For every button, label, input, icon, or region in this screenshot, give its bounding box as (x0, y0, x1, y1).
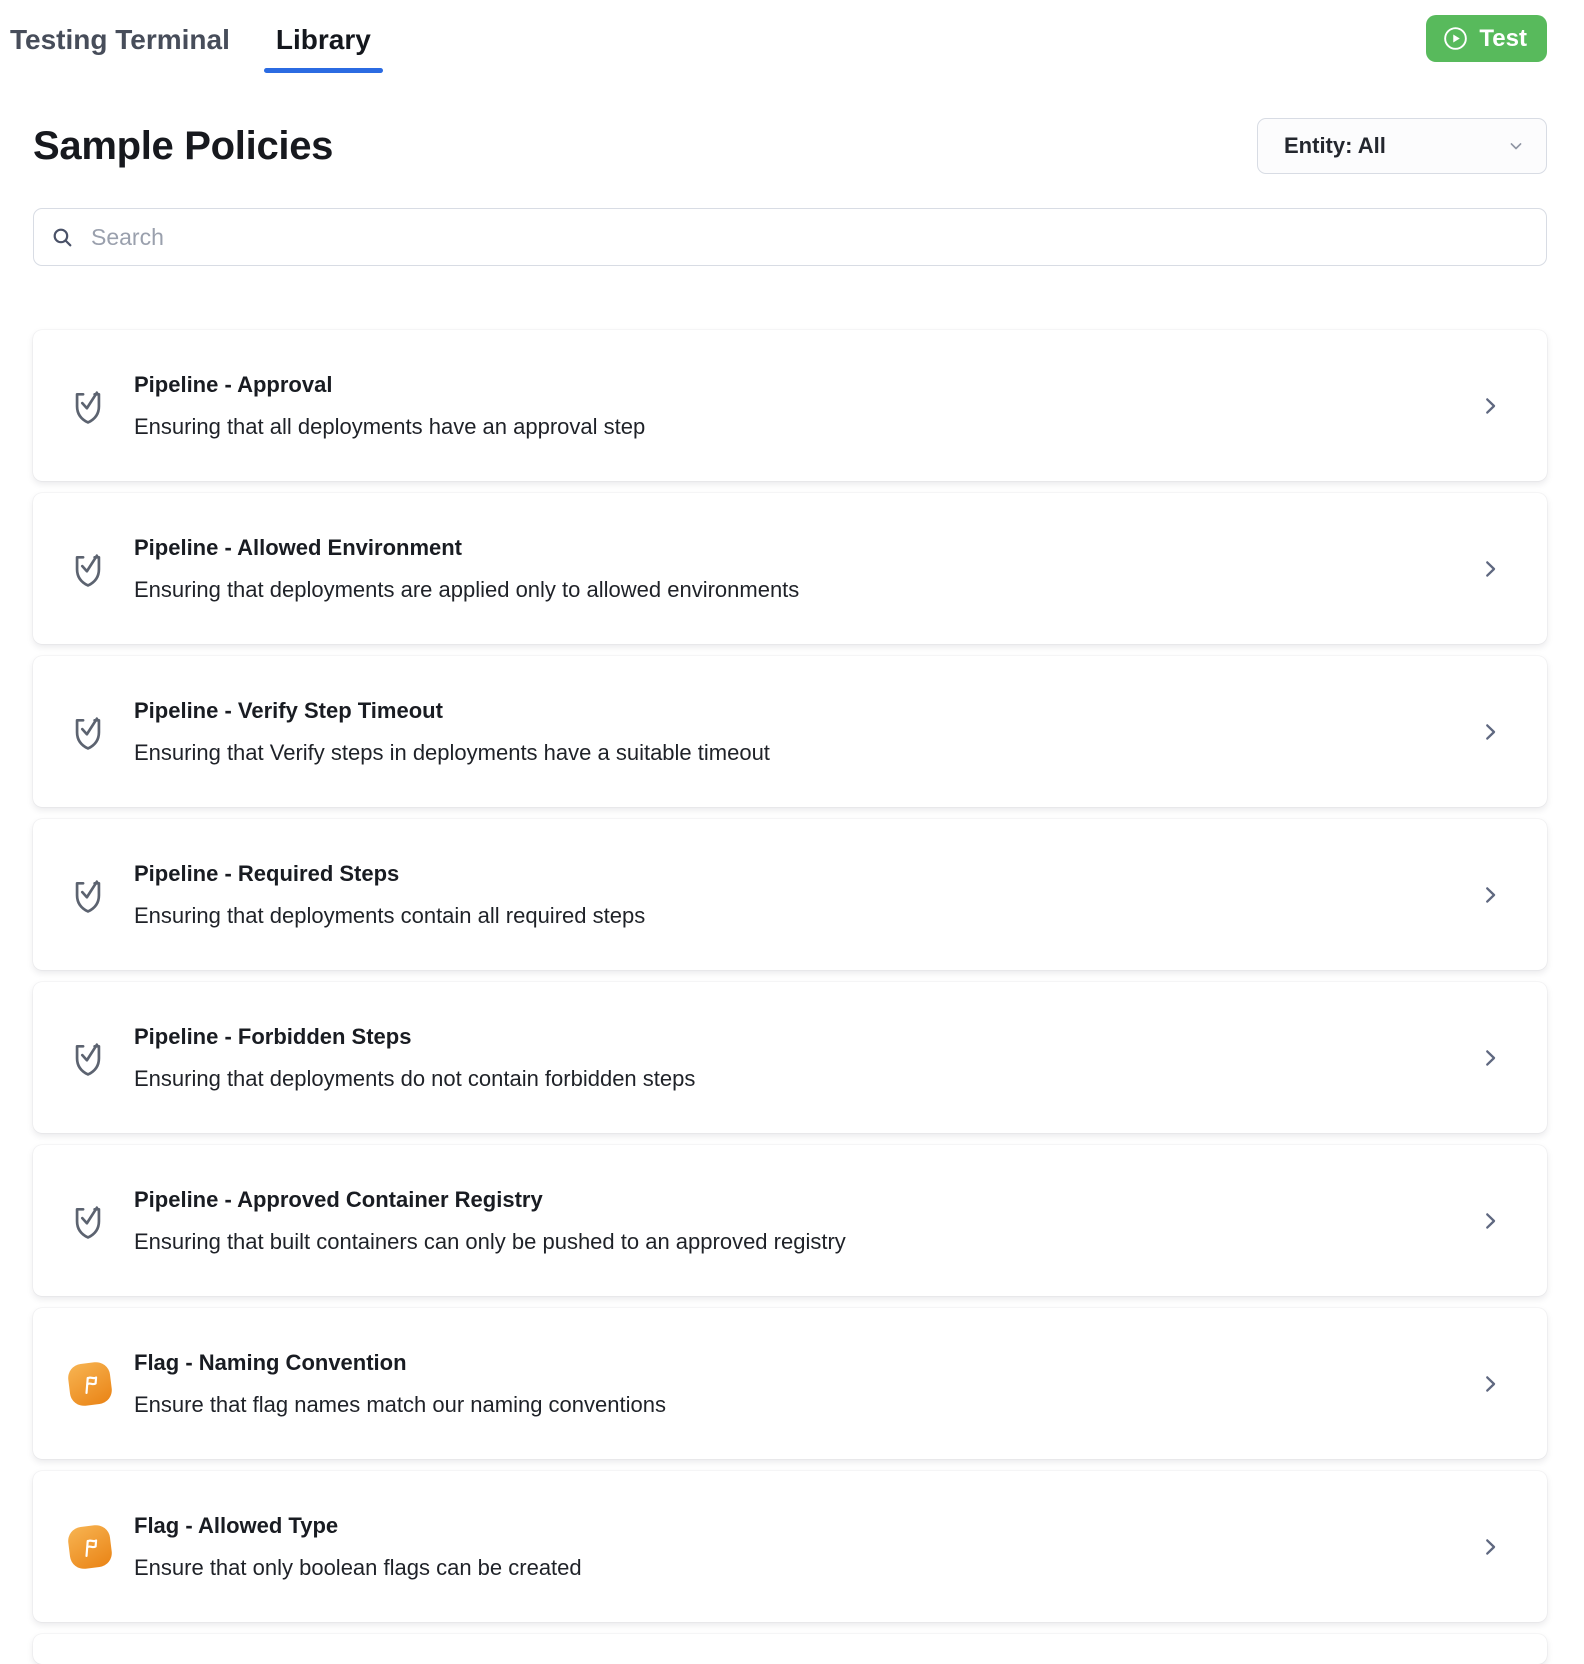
policy-title: Flag - Allowed Type (134, 1513, 339, 1538)
policy-title: Pipeline - Approval (134, 372, 333, 397)
policy-list: Pipeline - Approval Ensuring that all de… (33, 330, 1547, 1664)
policy-description: Ensuring that built containers can only … (134, 1229, 846, 1254)
shield-check-icon (69, 385, 107, 427)
tab-testing-terminal[interactable]: Testing Terminal (10, 24, 230, 55)
policy-icon-cell (66, 1523, 134, 1570)
policy-title: Pipeline - Verify Step Timeout (134, 698, 443, 723)
policy-text-block: Flag - Allowed Type Ensure that only boo… (134, 1511, 1459, 1582)
policy-description: Ensuring that deployments contain all re… (134, 903, 646, 928)
policy-text-block: Pipeline - Verify Step Timeout Ensuring … (134, 696, 1459, 767)
chevron-right-icon (1479, 1210, 1501, 1232)
page-title: Sample Policies (33, 123, 334, 168)
policy-icon-cell (69, 1200, 134, 1242)
chevron-right-icon (1479, 1536, 1501, 1558)
policy-description: Ensuring that all deployments have an ap… (134, 414, 646, 439)
policy-title: Pipeline - Required Steps (134, 861, 400, 886)
entity-filter-dropdown[interactable]: Entity: All (1257, 118, 1547, 174)
policy-text-block: Flag - Naming Convention Ensure that fla… (134, 1348, 1459, 1419)
policy-list-item[interactable]: Pipeline - Approved Container Registry E… (33, 1145, 1547, 1296)
chevron-right-icon (1479, 1373, 1501, 1395)
entity-filter-value: Entity: All (1284, 133, 1386, 158)
policy-text-block: Pipeline - Forbidden Steps Ensuring that… (134, 1022, 1459, 1093)
flag-icon (66, 1523, 114, 1570)
policy-icon-cell (66, 1360, 134, 1407)
policy-text-block: Pipeline - Approval Ensuring that all de… (134, 370, 1459, 441)
policy-list-item[interactable]: Pipeline - Approval Ensuring that all de… (33, 330, 1547, 481)
chevron-right-icon (1479, 1047, 1501, 1069)
policy-description: Ensure that flag names match our naming … (134, 1392, 666, 1417)
policy-list-item[interactable]: Flag - Allowed Type Ensure that only boo… (33, 1471, 1547, 1622)
policy-icon-cell (69, 385, 134, 427)
shield-check-icon (69, 711, 107, 753)
policy-list-item[interactable]: Pipeline - Forbidden Steps Ensuring that… (33, 982, 1547, 1133)
policy-icon-cell (69, 1037, 134, 1079)
shield-check-icon (69, 548, 107, 590)
policy-title: Pipeline - Approved Container Registry (134, 1187, 543, 1212)
policy-list-item[interactable]: Pipeline - Required Steps Ensuring that … (33, 819, 1547, 970)
search-input[interactable] (89, 222, 1530, 252)
chevron-right-icon (1479, 884, 1501, 906)
policy-title: Pipeline - Allowed Environment (134, 535, 463, 560)
policy-text-block: Pipeline - Approved Container Registry E… (134, 1185, 1459, 1256)
shield-check-icon (69, 874, 107, 916)
play-circle-icon (1442, 25, 1469, 52)
policy-list-item[interactable]: Pipeline - Verify Step Timeout Ensuring … (33, 656, 1547, 807)
policy-description: Ensure that only boolean flags can be cr… (134, 1555, 582, 1580)
test-button-label: Test (1479, 24, 1527, 52)
policy-icon-cell (69, 874, 134, 916)
policy-list-item-partial[interactable] (33, 1634, 1547, 1664)
flag-icon (66, 1360, 114, 1407)
policy-title: Pipeline - Forbidden Steps (134, 1024, 412, 1049)
search-bar (33, 208, 1547, 266)
policy-description: Ensuring that deployments are applied on… (134, 577, 800, 602)
policy-description: Ensuring that deployments do not contain… (134, 1066, 696, 1091)
tab-library[interactable]: Library (263, 24, 383, 73)
policy-description: Ensuring that Verify steps in deployment… (134, 740, 770, 765)
policy-icon-cell (69, 548, 134, 590)
policy-text-block: Pipeline - Allowed Environment Ensuring … (134, 533, 1459, 604)
chevron-down-icon (1506, 136, 1526, 156)
chevron-right-icon (1479, 558, 1501, 580)
chevron-right-icon (1479, 721, 1501, 743)
policy-title: Flag - Naming Convention (134, 1350, 407, 1375)
library-page: Sample Policies Entity: All (0, 118, 1584, 1664)
shield-check-icon (69, 1200, 107, 1242)
policy-list-item[interactable]: Flag - Naming Convention Ensure that fla… (33, 1308, 1547, 1459)
policy-list-item[interactable]: Pipeline - Allowed Environment Ensuring … (33, 493, 1547, 644)
top-bar: Testing Terminal Library Test (0, 0, 1584, 73)
search-icon (50, 225, 75, 250)
test-button[interactable]: Test (1426, 15, 1547, 62)
policy-text-block: Pipeline - Required Steps Ensuring that … (134, 859, 1459, 930)
chevron-right-icon (1479, 395, 1501, 417)
policy-icon-cell (69, 711, 134, 753)
shield-check-icon (69, 1037, 107, 1079)
tab-bar: Testing Terminal Library (0, 0, 1584, 73)
